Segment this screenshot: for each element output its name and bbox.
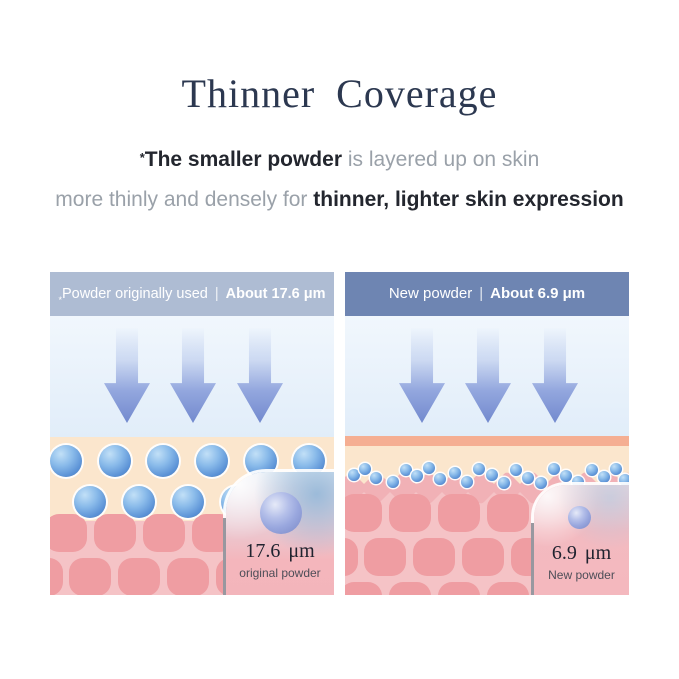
powder-particle: [548, 463, 560, 475]
powder-particle: [610, 463, 622, 475]
powder-sphere: [293, 445, 325, 477]
powder-particle: [598, 471, 610, 483]
magnifier-callout-new: 6.9 μm New powder: [531, 485, 629, 595]
panel-original-powder: *Powder originally used | About 17.6 μm 17…: [50, 272, 334, 595]
callout-size-label: original powder: [239, 566, 321, 580]
powder-particle: [449, 467, 461, 479]
skin-cell: [345, 494, 382, 532]
comparison-panels: *Powder originally used | About 17.6 μm 17…: [0, 272, 679, 595]
powder-particle: [522, 472, 534, 484]
skin-cell: [50, 558, 63, 595]
skin-cell: [118, 558, 160, 595]
panel-new-powder: New powder | About 6.9 μm 6.9 μm New powde…: [345, 272, 629, 595]
header-value: About 17.6 μm: [225, 286, 326, 302]
footnote-asterisk: *: [139, 150, 145, 165]
magnifier-callout-original: 17.6 μm original powder: [223, 472, 334, 595]
page-title: Thinner Coverage: [181, 71, 498, 116]
subtitle-line-2-emphasis: thinner, lighter skin expression: [313, 188, 624, 211]
skin-cell: [487, 494, 529, 532]
powder-particle: [560, 470, 572, 482]
powder-sphere: [123, 486, 155, 518]
powder-sphere: [172, 486, 204, 518]
skin-cell: [50, 514, 87, 552]
subtitle-line-2: more thinly and densely for thinner, lig…: [0, 187, 679, 213]
skin-cell: [364, 538, 406, 576]
skin-cell: [69, 558, 111, 595]
header-separator: |: [479, 285, 484, 302]
powder-particle: [498, 477, 510, 489]
skin-cell: [462, 538, 504, 576]
callout-edge-line: [531, 523, 534, 595]
skin-cell: [167, 558, 209, 595]
magnified-powder-sphere-icon: [568, 506, 591, 529]
powder-particle: [535, 477, 547, 489]
powder-particle: [461, 476, 473, 488]
powder-particle: [348, 469, 360, 481]
panel-header-original: *Powder originally used | About 17.6 μm: [50, 272, 334, 316]
powder-sphere: [99, 445, 131, 477]
callout-size-label: New powder: [548, 568, 615, 582]
powder-particle: [510, 464, 522, 476]
skin-cell: [487, 582, 529, 595]
powder-particle: [370, 472, 382, 484]
callout-size-value: 6.9 μm: [551, 542, 612, 564]
powder-particle: [619, 474, 629, 486]
header-asterisk: *: [58, 295, 62, 305]
skin-cell: [389, 582, 431, 595]
powder-sphere: [74, 486, 106, 518]
magnified-powder-sphere-icon: [260, 492, 302, 534]
subtitle-line-1-emphasis: The smaller powder: [144, 148, 342, 171]
skin-cell: [143, 514, 185, 552]
powder-sphere: [245, 445, 277, 477]
skin-cell: [438, 494, 480, 532]
header-value: About 6.9 μm: [490, 285, 586, 302]
subtitle-line-1-rest: is layered up on skin: [342, 148, 540, 171]
skin-cell: [413, 538, 455, 576]
header-separator: |: [214, 286, 219, 302]
subtitle-line-2-start: more thinly and densely for: [55, 188, 314, 211]
powder-particle: [473, 463, 485, 475]
callout-edge-line: [223, 518, 226, 595]
powder-particle: [434, 473, 446, 485]
powder-sphere: [147, 445, 179, 477]
panel-header-new: New powder | About 6.9 μm: [345, 272, 629, 316]
powder-particle: [400, 464, 412, 476]
powder-particle: [411, 470, 423, 482]
skin-surface-film: [345, 436, 629, 446]
header-label: New powder: [388, 285, 473, 302]
powder-particle: [423, 462, 435, 474]
skin-cell: [389, 494, 431, 532]
powder-sphere: [196, 445, 228, 477]
subtitle-line-1: *The smaller powder is layered up on ski…: [0, 147, 679, 173]
powder-particle: [359, 463, 371, 475]
skin-cell: [438, 582, 480, 595]
powder-particle: [387, 476, 399, 488]
callout-size-value: 17.6 μm: [245, 540, 315, 562]
skin-cell: [345, 538, 358, 576]
powder-particle: [586, 464, 598, 476]
powder-particle: [486, 469, 498, 481]
header-label: Powder originally used: [61, 286, 208, 302]
skin-cell: [345, 582, 382, 595]
powder-sphere: [50, 445, 82, 477]
skin-cell: [94, 514, 136, 552]
